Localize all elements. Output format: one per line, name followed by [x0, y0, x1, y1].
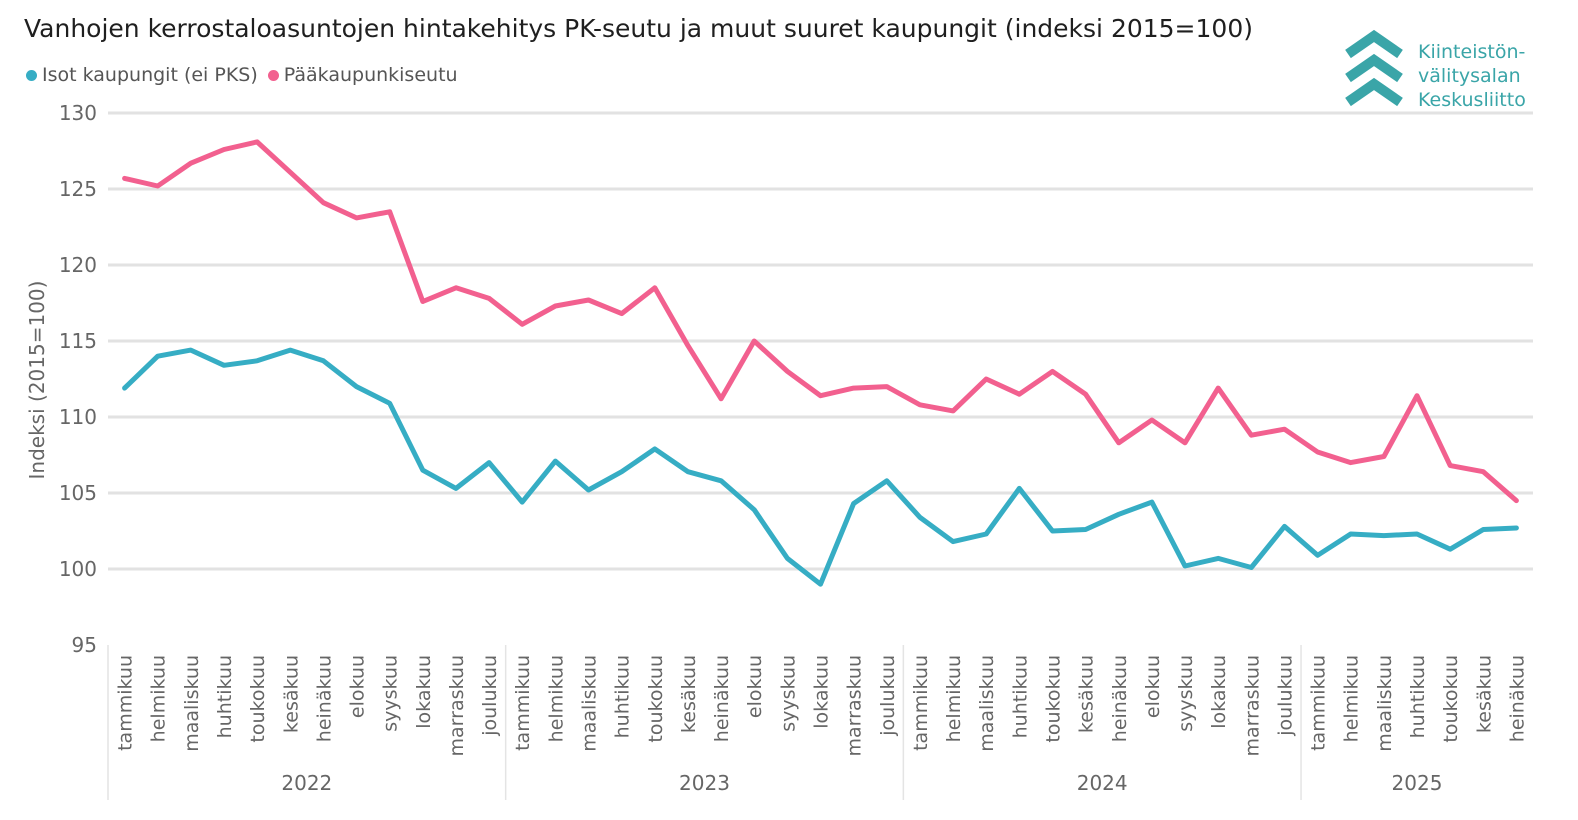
x-tick-label: huhtikuu	[1407, 655, 1429, 738]
x-tick-label: elokuu	[744, 655, 766, 718]
logo-line-1: Kiinteistön-	[1418, 41, 1526, 63]
legend: Isot kaupungit (ei PKS) Pääkaupunkiseutu	[26, 64, 468, 86]
legend-marker-isot	[26, 69, 37, 81]
x-tick-label: heinäkuu	[1506, 655, 1528, 742]
y-tick-label: 115	[59, 329, 97, 353]
x-tick-label: helmikuu	[148, 655, 170, 742]
legend-item-isot[interactable]: Isot kaupungit (ei PKS)	[26, 64, 258, 86]
x-tick-label: heinäkuu	[313, 655, 335, 742]
gridlines	[108, 111, 1533, 571]
y-tick-label: 105	[59, 481, 97, 505]
x-tick-label: helmikuu	[943, 655, 965, 742]
x-tick-label: marraskuu	[1241, 655, 1263, 757]
chart-title: Vanhojen kerrostaloasuntojen hintakehity…	[24, 14, 1253, 43]
x-tick-label: huhtikuu	[1009, 655, 1031, 738]
y-tick-label: 120	[59, 253, 97, 277]
logo-line-2: välitysalan	[1418, 65, 1521, 87]
x-tick-label: tammikuu	[512, 655, 534, 751]
year-label: 2022	[281, 771, 332, 795]
x-tick-label: maaliskuu	[579, 655, 601, 752]
x-tick-label: tammikuu	[910, 655, 932, 751]
x-tick-label: toukokuu	[247, 655, 269, 743]
x-tick-label: heinäkuu	[711, 655, 733, 742]
x-tick-label: lokakuu	[413, 655, 435, 729]
x-tick-label: kesäkuu	[280, 655, 302, 733]
x-tick-label: huhtikuu	[612, 655, 634, 738]
y-axis-ticks: 95 100 105 110 115 120 125 130	[59, 101, 97, 657]
x-tick-label: kesäkuu	[1473, 655, 1495, 733]
logo-chevrons-icon	[1345, 29, 1403, 107]
x-tick-label: huhtikuu	[214, 655, 236, 738]
x-tick-label: toukokuu	[1042, 655, 1064, 743]
x-tick-label: marraskuu	[844, 655, 866, 757]
x-tick-label: toukokuu	[645, 655, 667, 743]
x-tick-label: tammikuu	[115, 655, 137, 751]
x-tick-label: lokakuu	[1208, 655, 1230, 729]
x-tick-label: maaliskuu	[1374, 655, 1396, 752]
legend-item-pks[interactable]: Pääkaupunkiseutu	[267, 64, 458, 86]
legend-label-isot: Isot kaupungit (ei PKS)	[42, 64, 258, 86]
y-tick-label: 130	[59, 101, 97, 125]
x-tick-label: elokuu	[347, 655, 369, 718]
series-line-isot[interactable]	[122, 347, 1519, 587]
x-tick-label: lokakuu	[811, 655, 833, 729]
year-label: 2024	[1077, 771, 1128, 795]
year-label: 2023	[679, 771, 730, 795]
x-tick-label: tammikuu	[1308, 655, 1330, 751]
y-axis-label: Indeksi (2015=100)	[25, 281, 49, 480]
x-tick-label: toukokuu	[1440, 655, 1462, 743]
logo-line-3: Keskusliitto	[1418, 89, 1526, 111]
x-tick-label: syyskuu	[1175, 655, 1197, 732]
x-tick-label: syyskuu	[380, 655, 402, 732]
x-tick-label: maaliskuu	[976, 655, 998, 752]
x-axis: tammikuu helmikuu maaliskuu huhtikuu toukoku…	[107, 645, 1528, 800]
y-tick-label: 100	[59, 557, 97, 581]
legend-marker-pks	[267, 69, 279, 81]
year-label: 2025	[1392, 771, 1443, 795]
x-tick-label: maaliskuu	[181, 655, 203, 752]
x-tick-label: kesäkuu	[678, 655, 700, 733]
x-tick-label: heinäkuu	[1109, 655, 1131, 742]
series-line-pks[interactable]	[122, 139, 1519, 504]
x-tick-label: joulukuu	[877, 655, 899, 737]
x-tick-label: helmikuu	[1341, 655, 1363, 742]
y-tick-label: 95	[72, 633, 97, 657]
legend-label-pks: Pääkaupunkiseutu	[283, 64, 458, 86]
x-tick-label: elokuu	[1142, 655, 1164, 718]
logo-text: Kiinteistön- välitysalan Keskusliitto	[1418, 40, 1526, 112]
x-tick-label: marraskuu	[446, 655, 468, 757]
x-tick-label: kesäkuu	[1076, 655, 1098, 733]
series-lines	[122, 139, 1519, 587]
x-tick-label: syyskuu	[777, 655, 799, 732]
y-tick-label: 125	[59, 177, 97, 201]
x-tick-label: helmikuu	[545, 655, 567, 742]
x-tick-label: joulukuu	[479, 655, 501, 737]
y-tick-label: 110	[59, 405, 97, 429]
x-tick-label: joulukuu	[1274, 655, 1296, 737]
